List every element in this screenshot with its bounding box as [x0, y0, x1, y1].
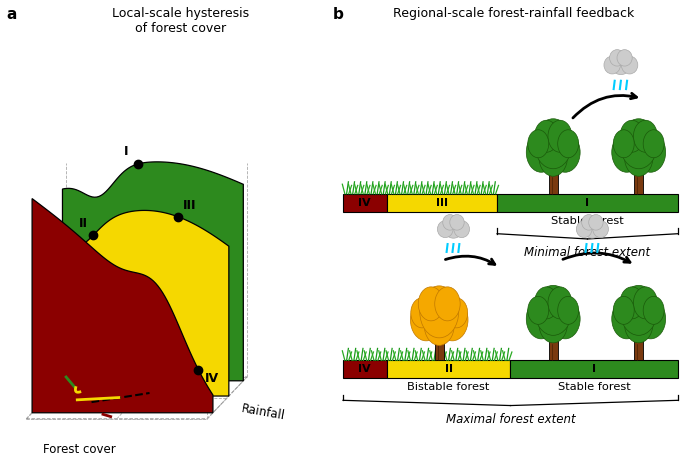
- Circle shape: [534, 119, 572, 169]
- Ellipse shape: [604, 56, 621, 74]
- Text: Stable forest: Stable forest: [551, 216, 624, 226]
- Ellipse shape: [582, 216, 603, 238]
- Circle shape: [445, 298, 468, 328]
- Ellipse shape: [582, 215, 596, 230]
- Text: III: III: [183, 199, 197, 212]
- Circle shape: [620, 119, 658, 169]
- Text: I: I: [124, 145, 129, 158]
- Bar: [343, 360, 386, 378]
- Circle shape: [534, 120, 558, 152]
- Bar: [386, 194, 497, 212]
- Circle shape: [411, 298, 433, 328]
- Bar: [634, 333, 643, 360]
- Bar: [634, 166, 643, 194]
- Polygon shape: [26, 377, 247, 419]
- Ellipse shape: [621, 56, 638, 74]
- Polygon shape: [48, 210, 229, 396]
- Circle shape: [534, 287, 558, 319]
- Ellipse shape: [610, 51, 632, 75]
- Circle shape: [625, 138, 653, 176]
- Circle shape: [558, 297, 579, 324]
- Text: IV: IV: [358, 364, 371, 375]
- Ellipse shape: [450, 215, 464, 230]
- Circle shape: [620, 287, 644, 319]
- Circle shape: [534, 286, 572, 335]
- Circle shape: [636, 299, 666, 339]
- Text: Minimal forest extent: Minimal forest extent: [525, 246, 651, 259]
- Text: a: a: [7, 7, 17, 22]
- Circle shape: [436, 299, 468, 341]
- Circle shape: [435, 287, 460, 321]
- Circle shape: [420, 286, 459, 338]
- Polygon shape: [62, 162, 243, 381]
- Circle shape: [539, 138, 567, 176]
- Bar: [549, 166, 558, 194]
- Circle shape: [620, 120, 644, 152]
- Circle shape: [548, 287, 572, 319]
- Circle shape: [643, 297, 664, 324]
- Ellipse shape: [588, 215, 603, 230]
- Circle shape: [636, 132, 666, 172]
- Circle shape: [550, 299, 580, 339]
- Text: IV: IV: [358, 198, 371, 208]
- Circle shape: [613, 297, 634, 324]
- Text: II: II: [79, 217, 88, 229]
- Text: Rainfall: Rainfall: [240, 402, 286, 422]
- Ellipse shape: [438, 221, 453, 238]
- Circle shape: [419, 287, 444, 321]
- Text: Stable forest: Stable forest: [558, 382, 631, 392]
- Text: Maximal forest extent: Maximal forest extent: [446, 413, 575, 426]
- Bar: [386, 360, 510, 378]
- Bar: [343, 194, 386, 212]
- Circle shape: [625, 305, 653, 343]
- Circle shape: [634, 287, 658, 319]
- Circle shape: [548, 120, 572, 152]
- Text: Forest cover: Forest cover: [43, 443, 116, 456]
- Circle shape: [612, 132, 642, 172]
- Circle shape: [612, 299, 642, 339]
- Circle shape: [620, 286, 658, 335]
- Text: Bistable forest: Bistable forest: [408, 382, 490, 392]
- Text: I: I: [586, 198, 590, 208]
- Circle shape: [643, 130, 664, 158]
- Bar: [435, 333, 444, 360]
- Circle shape: [526, 299, 556, 339]
- Circle shape: [613, 130, 634, 158]
- Ellipse shape: [576, 221, 592, 238]
- Text: Regional-scale forest-rainfall feedback: Regional-scale forest-rainfall feedback: [393, 7, 634, 20]
- Ellipse shape: [610, 50, 625, 66]
- Text: IV: IV: [205, 372, 219, 385]
- Ellipse shape: [454, 221, 469, 238]
- Circle shape: [410, 299, 442, 341]
- Text: III: III: [436, 198, 448, 208]
- Ellipse shape: [443, 216, 464, 238]
- Ellipse shape: [593, 221, 608, 238]
- Circle shape: [550, 132, 580, 172]
- Circle shape: [424, 306, 454, 346]
- Text: I: I: [592, 364, 596, 375]
- Text: b: b: [332, 7, 343, 22]
- Circle shape: [527, 297, 549, 324]
- Text: II: II: [445, 364, 453, 375]
- Circle shape: [527, 130, 549, 158]
- Circle shape: [634, 120, 658, 152]
- Ellipse shape: [617, 50, 632, 66]
- Polygon shape: [32, 198, 213, 413]
- Bar: [549, 333, 558, 360]
- Circle shape: [539, 305, 567, 343]
- Bar: [497, 194, 678, 212]
- Text: Local-scale hysteresis
of forest cover: Local-scale hysteresis of forest cover: [112, 7, 249, 35]
- Ellipse shape: [443, 215, 457, 230]
- Circle shape: [558, 130, 579, 158]
- Bar: [510, 360, 678, 378]
- Circle shape: [526, 132, 556, 172]
